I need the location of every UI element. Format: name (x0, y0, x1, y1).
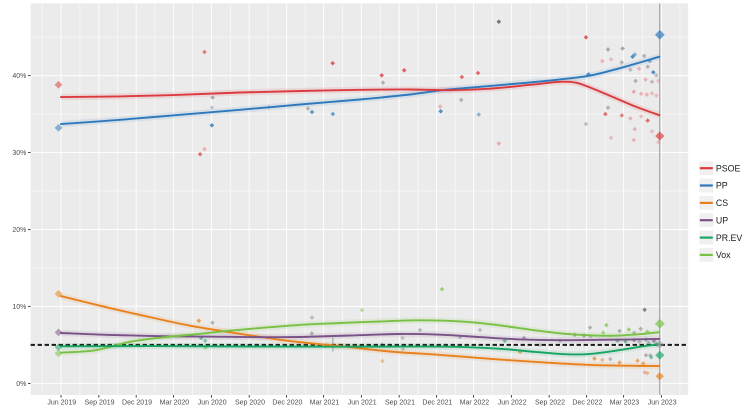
svg-text:Jun 2019: Jun 2019 (47, 400, 76, 407)
svg-text:Sep 2019: Sep 2019 (85, 400, 115, 407)
svg-text:PR.EV: PR.EV (716, 233, 743, 243)
svg-text:Mar 2023: Mar 2023 (610, 400, 640, 407)
svg-text:PP: PP (716, 181, 728, 191)
svg-text:30%: 30% (12, 150, 26, 157)
svg-text:Mar 2021: Mar 2021 (310, 400, 340, 407)
svg-text:Dec 2020: Dec 2020 (272, 400, 302, 407)
svg-text:UP: UP (716, 215, 728, 225)
svg-text:Mar 2022: Mar 2022 (460, 400, 490, 407)
svg-text:Vox: Vox (716, 250, 731, 260)
svg-text:Jun 2023: Jun 2023 (648, 400, 677, 407)
svg-text:10%: 10% (12, 304, 26, 311)
svg-text:Jun 2020: Jun 2020 (198, 400, 227, 407)
svg-text:Dec 2022: Dec 2022 (572, 400, 602, 407)
svg-text:Jun 2022: Jun 2022 (498, 400, 527, 407)
svg-text:Sep 2022: Sep 2022 (535, 400, 565, 407)
svg-text:CS: CS (716, 198, 728, 208)
svg-text:40%: 40% (12, 73, 26, 80)
svg-text:Dec 2019: Dec 2019 (122, 400, 152, 407)
svg-text:Sep 2020: Sep 2020 (235, 400, 265, 407)
svg-text:20%: 20% (12, 227, 26, 234)
svg-text:Jun 2021: Jun 2021 (348, 400, 377, 407)
svg-text:Mar 2020: Mar 2020 (160, 400, 190, 407)
svg-text:0%: 0% (16, 381, 26, 388)
svg-text:Dec 2021: Dec 2021 (422, 400, 452, 407)
svg-text:Sep 2021: Sep 2021 (385, 400, 415, 407)
svg-text:PSOE: PSOE (716, 163, 741, 173)
